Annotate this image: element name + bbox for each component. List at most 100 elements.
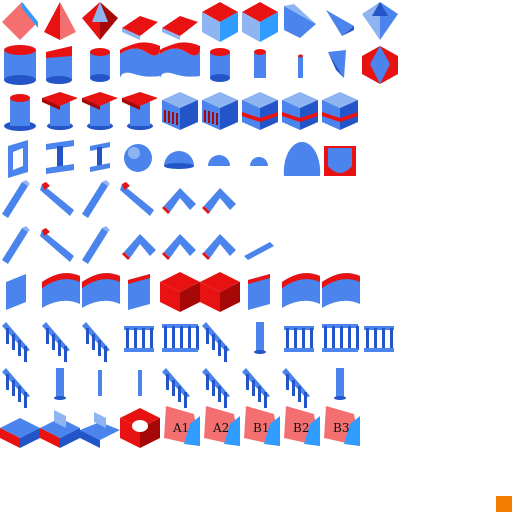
sprite-pyramid-split	[82, 2, 118, 40]
sprite-tile: A2	[204, 406, 240, 446]
sprite-shelf-block	[162, 92, 198, 130]
sprite-bar-bend	[202, 234, 236, 260]
sprite-row-curved-panels	[6, 272, 360, 312]
sprite-box-red	[200, 272, 240, 312]
sprite-shelf-block-band	[282, 92, 318, 130]
sprite-post-thin	[138, 370, 142, 396]
sprite-curved-block	[42, 273, 80, 308]
sprite-wave-wall	[160, 42, 200, 78]
sprite-wedge-blue	[284, 4, 316, 38]
sprite-bar-up	[82, 226, 110, 264]
sprite-curved-block	[322, 273, 360, 308]
sprite-base-step-small	[80, 412, 120, 448]
sprite-shelf-block	[202, 92, 238, 130]
sprite-dome-tiny	[250, 157, 268, 166]
sprite-post	[254, 322, 266, 354]
sprite-row-railings-2	[2, 368, 346, 408]
sprite-panel	[6, 274, 26, 310]
sprite-tile: A1	[164, 406, 200, 446]
sprite-tile: B2	[284, 406, 320, 446]
sprite-stair-rail	[2, 322, 30, 362]
sprite-stair-rail	[202, 368, 230, 408]
sprite-pedestal	[4, 94, 36, 131]
sprite-row-slanted-bars-2	[2, 226, 274, 264]
sprite-bar-down	[40, 228, 74, 262]
sprite-curved-block	[82, 273, 120, 308]
sprite-fence	[284, 326, 314, 352]
sprite-row-pedestals	[4, 92, 358, 131]
sprite-bar-down	[120, 182, 154, 216]
sprite-fence-wide	[322, 324, 359, 352]
sprite-fence-wide	[162, 324, 199, 352]
sprite-stair-rail	[202, 322, 230, 362]
sprite-panel-red	[248, 274, 270, 310]
sprite-i-beam	[46, 140, 74, 174]
sprite-tile: B1	[244, 406, 280, 446]
sprite-cube-redtop	[242, 2, 278, 42]
sprite-quarter-dome	[283, 141, 321, 176]
sprite-cylinder-wide	[4, 45, 36, 85]
sprite-fence	[364, 326, 394, 352]
sprite-cylinder	[90, 48, 110, 82]
sprite-rod	[298, 54, 303, 78]
sprite-stair-rail	[2, 368, 30, 408]
sprite-bar-bend	[202, 188, 236, 214]
sprite-shelf-block-band	[322, 92, 358, 130]
sprite-post	[54, 368, 66, 400]
sprite-bar-bend	[162, 234, 196, 260]
sprite-stair-rail	[82, 322, 110, 362]
sprite-post-thin	[98, 370, 102, 396]
sprite-row-railings	[2, 322, 394, 362]
sprite-bar-bend	[162, 188, 196, 214]
sprite-bar-up	[2, 180, 30, 218]
sprite-bar-bend	[122, 234, 156, 260]
sprite-cube-redtop	[202, 2, 238, 42]
sprite-pedestal-red	[42, 92, 78, 130]
sprite-cylinder-cut	[46, 46, 72, 84]
sprite-corner-blue	[326, 10, 354, 36]
sprite-bar-up	[82, 180, 110, 218]
sprite-base-step	[40, 410, 80, 448]
sprite-row-slanted-bars	[2, 180, 236, 218]
sprite-sphere-red	[324, 146, 356, 176]
sprite-stair-rail	[42, 322, 70, 362]
sprite-curved-block	[282, 273, 320, 308]
sprite-i-beam-small	[90, 142, 110, 172]
sprite-wave-wall	[120, 42, 160, 78]
sprite-pyramid-blue	[362, 2, 398, 40]
orange-corner-swatch	[496, 496, 512, 512]
sprite-bar-up	[2, 226, 30, 264]
tile-label: B1	[253, 421, 269, 435]
sprite-post	[334, 368, 346, 400]
sprite-dome	[164, 151, 194, 169]
sprite-bar-down	[40, 182, 74, 216]
sprite-stair-rail	[162, 368, 190, 408]
tile-label: B3	[333, 421, 349, 435]
sprite-cylinder	[210, 48, 230, 82]
sprite-tile: B3	[324, 406, 360, 446]
sprite-box-red	[160, 272, 200, 312]
sprite-sphere	[124, 144, 152, 172]
sprite-stair-rail	[242, 368, 270, 408]
sprite-row-beams-domes	[8, 140, 356, 178]
sprite-base-flat	[0, 418, 40, 448]
sprite-cylinder-thin	[254, 49, 266, 78]
sprite-pyramid-red	[44, 2, 76, 40]
sprite-pedestal-red	[122, 92, 158, 130]
tile-label: A1	[172, 421, 189, 435]
sprite-pedestal-red	[82, 92, 118, 130]
sprite-shelf-block-band	[242, 92, 278, 130]
sprite-frame	[8, 140, 28, 178]
sprite-row-ramps	[2, 2, 398, 42]
sprite-flat-diamond	[162, 16, 198, 40]
sprite-wedge-salmon	[2, 2, 38, 40]
sprite-row-cylinders	[4, 42, 398, 85]
sprite-bar-short	[244, 242, 274, 260]
sprite-stair-rail	[282, 368, 310, 408]
sprite-dome-small	[208, 155, 230, 166]
sprite-flat-diamond	[122, 16, 158, 40]
sprite-fence	[124, 326, 154, 352]
sprite-row-bases: A1 A2 B1 B2 B3	[0, 406, 360, 448]
tile-label: A2	[212, 421, 229, 435]
